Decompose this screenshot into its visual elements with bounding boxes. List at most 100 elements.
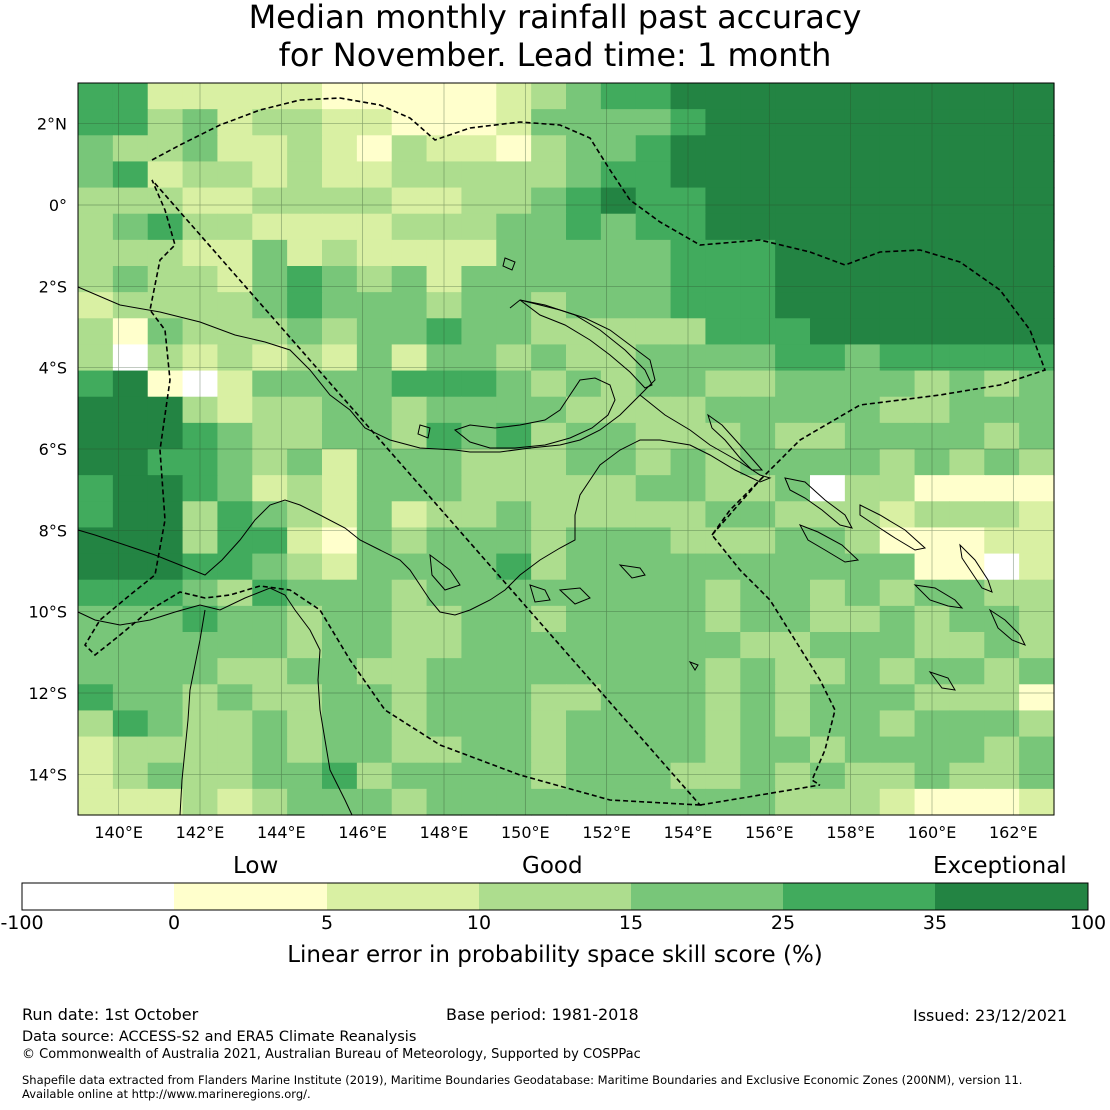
grid-cell — [426, 579, 463, 607]
grid-cell — [391, 161, 428, 189]
grid-cell — [775, 422, 811, 450]
grid-cell — [147, 83, 184, 110]
grid-cell — [461, 109, 497, 136]
grid-cell — [775, 109, 811, 136]
grid-cell — [252, 605, 288, 633]
new-britain-coastline — [453, 377, 616, 449]
grid-cell — [844, 318, 881, 346]
grid-cell — [1019, 710, 1055, 738]
grid-cell — [984, 579, 1020, 607]
base-period: Base period: 1981-2018 — [446, 1005, 639, 1024]
grid-cell — [1019, 475, 1055, 502]
grid-cell — [426, 213, 463, 241]
grid-cell — [426, 527, 463, 555]
grid-cell — [775, 239, 811, 267]
colorbar-category-exceptional: Exceptional — [933, 853, 1067, 879]
grid-cell — [1019, 579, 1055, 607]
grid-cell — [147, 161, 184, 189]
grid-cell — [461, 579, 497, 607]
grid-cell — [600, 736, 637, 764]
grid-cell — [600, 579, 637, 607]
grid-cell — [182, 501, 219, 529]
grid-cell — [461, 684, 497, 712]
grid-cell — [391, 266, 428, 293]
grid-cell — [600, 187, 637, 215]
grid-cell — [531, 658, 567, 685]
grid-cell — [322, 762, 358, 790]
grid-cell — [496, 632, 532, 659]
grid-cell — [670, 213, 707, 241]
grid-cell — [566, 318, 602, 346]
grid-cell — [914, 213, 951, 241]
grid-cell — [810, 135, 846, 163]
grid-cell — [844, 684, 881, 712]
grid-cell — [461, 788, 497, 816]
grid-cell — [426, 658, 463, 685]
grid-cell — [600, 344, 637, 372]
grid-cell — [287, 370, 323, 398]
grid-cell — [252, 396, 288, 424]
lon-tick-label: 140°E — [94, 823, 143, 842]
grid-cell — [426, 83, 463, 110]
grid-cell — [705, 762, 741, 790]
grid-cell — [1019, 736, 1055, 764]
grid-cell — [426, 109, 463, 136]
lat-tick-label: 8°S — [39, 521, 67, 540]
grid-cell — [705, 396, 741, 424]
grid-cell — [705, 710, 741, 738]
grid-cell — [705, 109, 741, 136]
colorbar-frame — [21, 882, 1089, 911]
grid-cell — [740, 422, 776, 450]
grid-cell — [844, 422, 881, 450]
grid-cell — [531, 187, 567, 215]
grid-cell — [496, 396, 532, 424]
grid-cell — [879, 684, 916, 712]
grid-cell — [287, 475, 323, 502]
grid-cell — [566, 239, 602, 267]
grid-cell — [1019, 632, 1055, 659]
grid-cell — [914, 632, 951, 659]
grid-cell — [78, 318, 114, 346]
grid-cell — [78, 501, 114, 529]
grid-cell — [252, 788, 288, 816]
grid-cell — [740, 762, 776, 790]
grid-cell — [844, 83, 881, 110]
grid-cell — [217, 788, 253, 816]
grid-cell — [252, 187, 288, 215]
grid-cell — [775, 161, 811, 189]
grid-cell — [705, 83, 741, 110]
grid-cell — [740, 396, 776, 424]
grid-cell — [252, 318, 288, 346]
grid-cell — [391, 736, 428, 764]
grid-cell — [287, 239, 323, 267]
grid-cell — [217, 684, 253, 712]
grid-cell — [112, 396, 149, 424]
grid-cell — [600, 449, 637, 476]
grid-cell — [600, 501, 637, 529]
grid-cell — [322, 318, 358, 346]
grid-cell — [356, 579, 393, 607]
issued-date: Issued: 23/12/2021 — [913, 1006, 1068, 1025]
grid-cell — [531, 135, 567, 163]
colorbar-segment-10-15 — [479, 883, 631, 910]
grid-cell — [426, 762, 463, 790]
grid-cell — [496, 135, 532, 163]
grid-cell — [252, 213, 288, 241]
grid-cell — [112, 684, 149, 712]
grid-cell — [217, 449, 253, 476]
grid-cell — [1019, 161, 1055, 189]
grid-cell — [1019, 605, 1055, 633]
grid-cell — [949, 266, 985, 293]
grid-cell — [810, 396, 846, 424]
grid-cell — [112, 83, 149, 110]
grid-cell — [984, 788, 1020, 816]
grid-cell — [775, 736, 811, 764]
grid-cell — [810, 553, 846, 581]
lon-tick-label: 148°E — [420, 823, 469, 842]
grid-cell — [391, 605, 428, 633]
grid-cell — [1019, 239, 1055, 267]
grid-cell — [914, 736, 951, 764]
grid-cell — [391, 501, 428, 529]
grid-cell — [879, 658, 916, 685]
grid-cell — [705, 135, 741, 163]
